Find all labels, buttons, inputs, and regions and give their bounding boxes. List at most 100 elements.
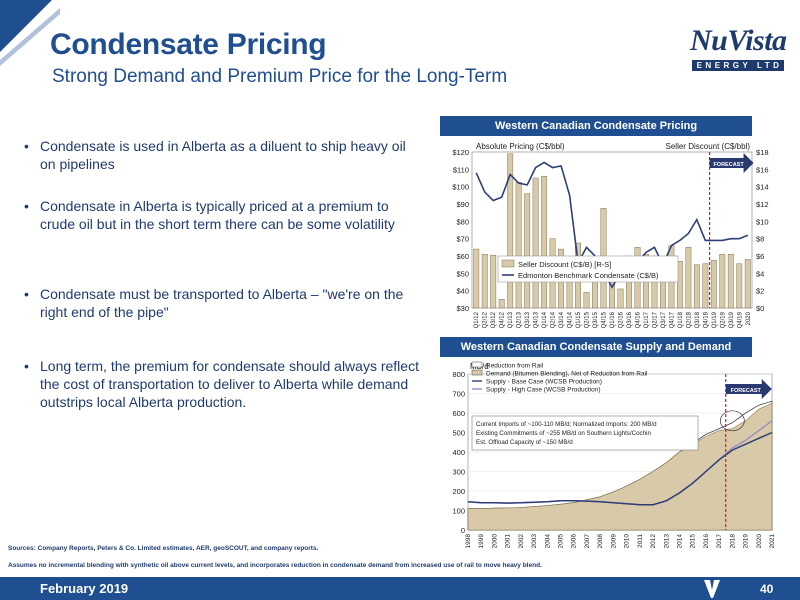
y-tick-label: 700 [452, 390, 465, 399]
y-tick-label-left: $50 [456, 269, 469, 278]
assumptions-footnote: Assumes no incremental blending with syn… [8, 562, 542, 569]
x-tick-label: Q3/16 [627, 311, 633, 328]
y-tick-label-right: $4 [756, 269, 764, 278]
x-tick-label: 2007 [584, 534, 591, 548]
x-tick-label: Q1/16 [610, 311, 616, 328]
right-axis-label: Seller Discount (C$/bbl) [666, 142, 751, 151]
x-tick-label: 2020 [756, 534, 763, 548]
legend-swatch-area [471, 369, 483, 376]
x-tick-label: Q4/19 [737, 311, 743, 328]
page-subtitle: Strong Demand and Premium Price for the … [52, 66, 508, 87]
forecast-label: FORECAST [713, 162, 744, 168]
y-tick-label-right: $2 [756, 287, 764, 296]
x-tick-label: Q4/14 [568, 311, 574, 328]
bar [498, 299, 505, 309]
y-tick-label-left: $30 [456, 304, 469, 313]
y-tick-label-left: $70 [456, 235, 469, 244]
bar [676, 260, 683, 309]
line-supply-base [467, 431, 773, 506]
x-tick-label: 2006 [571, 534, 578, 548]
y-tick-label-right: $10 [756, 217, 769, 226]
y-tick-label-left: $110 [453, 165, 469, 174]
bar [515, 182, 522, 309]
sources-footnote: Sources: Company Reports, Peters & Co. L… [8, 545, 319, 552]
y-tick-label-left: $40 [456, 287, 469, 296]
legend-box [497, 255, 679, 283]
x-tick-label: 2002 [518, 534, 525, 548]
y-tick-label-left: $90 [456, 200, 469, 209]
company-logo: NuVista ENERGY LTD [690, 24, 787, 78]
x-tick-label: 2015 [690, 534, 697, 548]
x-tick-label: Q3/15 [593, 311, 599, 328]
y-tick-label-left: $100 [452, 183, 469, 192]
x-tick-label: Q2/19 [720, 311, 726, 328]
line-series [475, 161, 749, 289]
x-tick-label: Q4/18 [703, 311, 709, 328]
x-tick-label: 2011 [637, 534, 644, 548]
x-tick-label: Q3/19 [729, 311, 735, 328]
x-tick-label: Q2/13 [517, 311, 523, 328]
legend-label: Seller Discount (C$/B) [R-S] [518, 260, 611, 269]
x-tick-label: 2000 [491, 534, 498, 548]
y-tick-label-right: $12 [756, 200, 769, 209]
y-tick-label-right: $6 [756, 252, 764, 261]
x-tick-label: Q2/15 [585, 311, 591, 328]
legend-swatch-bar [501, 259, 515, 268]
bar [727, 254, 734, 309]
x-tick-label: Q4/12 [500, 311, 506, 328]
y-tick-label-left: $60 [456, 252, 469, 261]
legend-label: Supply - High Case (WCSB Production) [486, 387, 601, 394]
forecast-arrow-icon [709, 153, 754, 173]
x-tick-label: Q2/16 [618, 311, 624, 328]
x-tick-label: Q1/18 [678, 311, 684, 328]
y-tick-label: 200 [452, 487, 465, 496]
x-tick-label: Q3/13 [525, 311, 531, 328]
x-tick-label: Q3/18 [695, 311, 701, 328]
x-tick-label: Q2/14 [551, 311, 557, 328]
forecast-label: FORECAST [731, 388, 762, 394]
y-tick-label: 800 [452, 370, 465, 379]
forecast-arrow-icon [725, 379, 772, 399]
x-tick-label: 2005 [558, 534, 565, 548]
y-tick-label-left: $120 [452, 148, 469, 157]
x-tick-label: 2013 [663, 534, 670, 548]
bar [617, 288, 624, 309]
x-tick-label: Q4/13 [534, 311, 540, 328]
x-tick-label: Q1/17 [644, 311, 650, 328]
annotation-text: Current Imports of ~100-110 MB/d; Normal… [476, 421, 657, 428]
y-tick-label: 0 [461, 526, 465, 535]
annotation-text: Est. Offload Capacity of ~150 MB/d [476, 439, 573, 446]
x-tick-label: Q4/15 [602, 311, 608, 328]
legend-label: Edmonton Benchmark Condensate (C$/B) [518, 271, 659, 280]
bar [490, 254, 497, 309]
page-title: Condensate Pricing [50, 28, 327, 61]
y-tick-label: 600 [452, 409, 465, 418]
legend-label: Supply - Base Case (WCSB Production) [486, 379, 602, 386]
x-tick-label: 2001 [505, 534, 512, 548]
x-tick-label: Q2/18 [686, 311, 692, 328]
x-tick-label: 2008 [597, 534, 604, 548]
x-tick-label: Q3/12 [491, 311, 497, 328]
bullet-item: Condensate in Alberta is typically price… [24, 197, 420, 233]
bar [736, 263, 743, 309]
x-tick-label: Q2/17 [652, 311, 658, 328]
annotation-text: Existing Commitments of ~255 MB/d on Sou… [476, 430, 651, 437]
x-tick-label: 2012 [650, 534, 657, 548]
x-tick-label: 2018 [729, 534, 736, 548]
page-number: 40 [760, 582, 774, 596]
bar [524, 193, 531, 309]
y-tick-label-right: $18 [756, 148, 769, 157]
pricing-chart: $30 $40 $50 $60 $70 $80 $90 $100 $110 $120 $0 $2 $4 $… [452, 142, 769, 328]
y-tick-label-right: $14 [756, 183, 769, 192]
x-tick-label: Q1/14 [542, 311, 548, 328]
bullet-item: Long term, the premium for condensate sh… [24, 357, 420, 411]
bar [719, 254, 726, 309]
y-tick-label: 100 [452, 507, 465, 516]
nuvista-mark-icon [704, 580, 720, 598]
bar [507, 153, 514, 309]
x-tick-label: Q1/15 [576, 311, 582, 328]
y-tick-label: 400 [452, 448, 465, 457]
x-tick-label: 2019 [743, 534, 750, 548]
bar [532, 177, 539, 309]
area-demand [467, 402, 773, 531]
